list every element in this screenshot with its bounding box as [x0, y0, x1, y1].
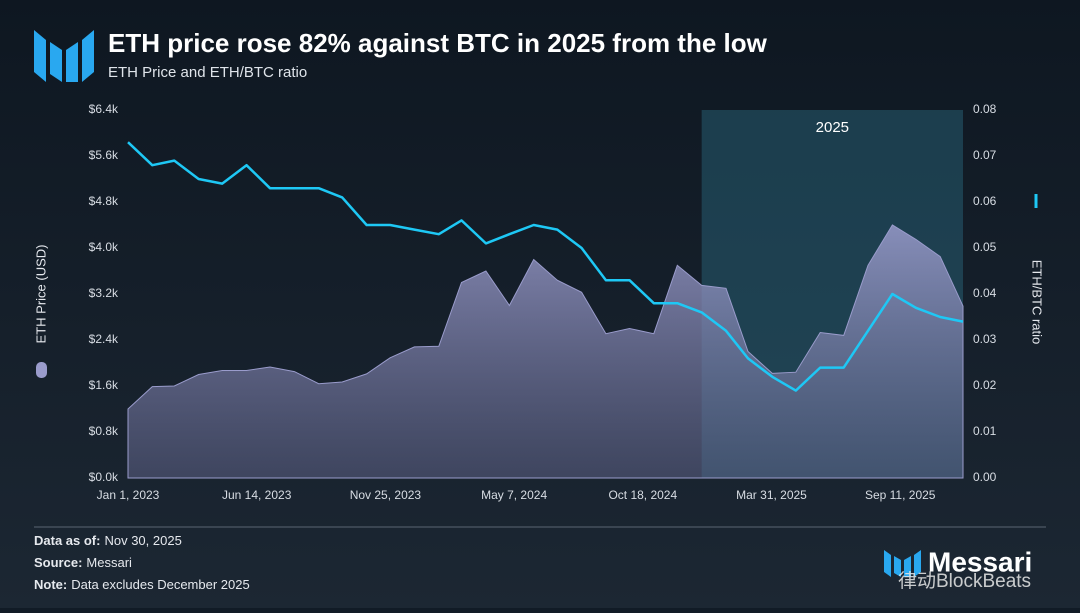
y2-tick-label: 0.01 [973, 424, 997, 438]
y2-tick-label: 0.07 [973, 148, 997, 162]
footer-text: Messari [86, 555, 132, 570]
y-tick-label: $4.0k [89, 240, 119, 254]
y-tick-label: $1.6k [89, 378, 119, 392]
price-area [127, 224, 964, 479]
footer-note: Note: Data excludes December 2025 [34, 577, 250, 592]
x-tick-label: Oct 18, 2024 [608, 488, 677, 502]
chart-title: ETH price rose 82% against BTC in 2025 f… [108, 28, 768, 58]
y2-axis-label: ETH/BTC ratio [1030, 260, 1045, 345]
footer-note: Source: Messari [34, 555, 132, 570]
footer-text: Nov 30, 2025 [104, 533, 181, 548]
y2-tick-label: 0.03 [973, 332, 997, 346]
x-tick-label: Jun 14, 2023 [222, 488, 292, 502]
x-tick-label: Mar 31, 2025 [736, 488, 807, 502]
y-tick-label: $0.8k [89, 424, 119, 438]
y-tick-label: $0.0k [89, 470, 119, 484]
watermark: 律动BlockBeats [898, 570, 1031, 592]
ratio-line [127, 141, 964, 392]
chart-subtitle: ETH Price and ETH/BTC ratio [108, 64, 307, 81]
plot: 2025 $0.0k $0.8k $1.6k $2.4k $3.2k $4.0k $4.8k $… [33, 102, 1044, 502]
y2-tick-label: 0.02 [973, 378, 997, 392]
y-tick-label: $6.4k [89, 102, 119, 116]
footer-note: Data as of: Nov 30, 2025 [34, 533, 182, 548]
x-tick-label: Jan 1, 2023 [97, 488, 160, 502]
legend-swatch [36, 362, 47, 378]
x-tick-label: Sep 11, 2025 [865, 488, 936, 502]
footer-key: Note: [34, 577, 67, 592]
x-tick-label: Nov 25, 2023 [350, 488, 422, 502]
y2-tick-label: 0.05 [973, 240, 997, 254]
logo [34, 30, 94, 82]
x-tick-label: May 7, 2024 [481, 488, 547, 502]
brand-logo [884, 550, 921, 577]
highlight-label: 2025 [816, 119, 849, 136]
y2-tick-label: 0.08 [973, 102, 997, 116]
y-tick-label: $4.8k [89, 194, 119, 208]
brand: Messari [928, 546, 1032, 577]
y-tick-label: $5.6k [89, 148, 119, 162]
y2-tick-label: 0.06 [973, 194, 997, 208]
y2-tick-label: 0.04 [973, 286, 997, 300]
y-axis-label: ETH Price (USD) [33, 245, 48, 344]
footer-key: Source: [34, 555, 82, 570]
footer-key: Data as of: [34, 533, 100, 548]
y-tick-label: $2.4k [89, 332, 119, 346]
footer-text: Data excludes December 2025 [71, 577, 250, 592]
y2-tick-label: 0.00 [973, 470, 997, 484]
y-tick-label: $3.2k [89, 286, 119, 300]
